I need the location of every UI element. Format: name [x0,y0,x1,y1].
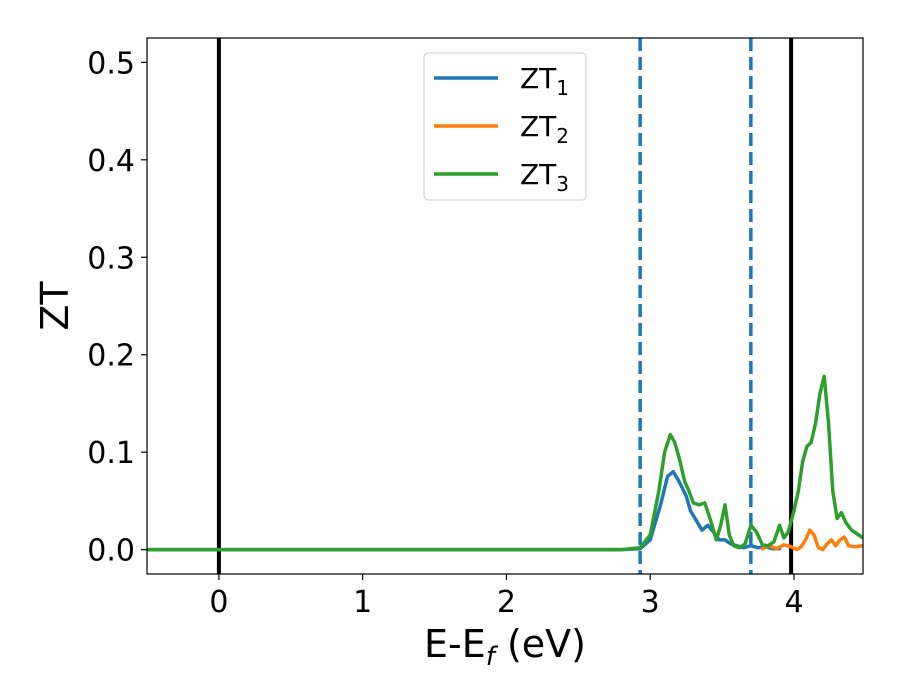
x-axis-label: E-Ef (eV) [424,622,586,672]
y-tick-label: 0.0 [87,534,135,569]
y-tick-label: 0.4 [87,144,135,179]
y-tick-label: 0.5 [87,46,135,81]
x-tick-label: 1 [353,585,372,620]
y-tick-label: 0.1 [87,436,135,471]
legend-label-zt3: ZT3 [520,158,569,196]
series-line-zt2 [760,528,863,552]
y-axis-label: ZT [33,281,77,331]
series-line-zt1 [147,469,782,552]
legend-box [423,52,587,201]
x-tick-label: 2 [497,585,516,620]
y-tick-label: 0.2 [87,339,135,374]
x-tick-label: 0 [209,585,228,620]
series-line-zt3 [147,374,863,552]
legend-label-zt1: ZT1 [520,62,569,100]
x-tick-label: 4 [784,585,803,620]
x-tick-label: 3 [641,585,660,620]
y-axis: 0.0 0.1 0.2 0.3 0.4 0.5 [87,46,147,569]
series-layer [147,374,863,552]
x-axis: 0 1 2 3 4 [209,574,804,620]
plot-frame [146,37,864,575]
reference-lines [216,38,794,574]
y-tick-label: 0.3 [87,241,135,276]
legend: ZT1 ZT2 ZT3 [423,52,587,201]
legend-label-zt2: ZT2 [520,110,569,148]
